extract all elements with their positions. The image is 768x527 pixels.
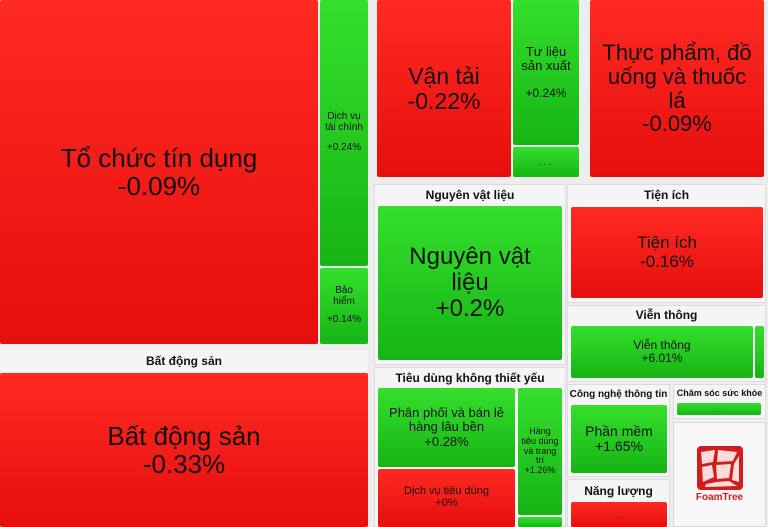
tile-value: +1.65%	[595, 438, 643, 454]
group-label-bat-dong-san: Bất động sản	[0, 350, 368, 372]
tile-name: Viễn thông	[633, 338, 691, 353]
tile-value: +0%	[435, 497, 458, 509]
group-label-nang-luong: Năng lượng	[569, 481, 668, 500]
tile-tu-lieu-san-xuat[interactable]: Tư liệu sản xuất +0.24%	[513, 0, 579, 145]
tile-hang-tieu-dung-trang-tri[interactable]: Hàng tiêu dùng và trang trí +1.26%	[518, 388, 562, 515]
tile-value: -0.09%	[642, 111, 712, 137]
foamtree-logo: FoamTree	[673, 422, 766, 527]
tile-van-tai[interactable]: Vận tải -0.22%	[377, 0, 511, 177]
tile-value: +0.24%	[326, 142, 362, 154]
group-label-cong-nghe: Công nghệ thông tin	[569, 386, 668, 403]
tile-name: Phân phối và bán lẻ hàng lâu bền	[389, 405, 504, 435]
tile-cham-soc-suc-khoe[interactable]: ...	[677, 403, 761, 415]
tile-name: Dịch vụ tiêu dùng	[404, 485, 489, 498]
tile-vien-thong[interactable]: Viễn thông +6.01%	[571, 326, 753, 378]
tile-bao-hiem[interactable]: Bảo hiểm +0.14%	[320, 268, 368, 344]
tile-value: -0.22%	[407, 87, 481, 114]
tile-dich-vu-tieu-dung[interactable]: Dịch vụ tiêu dùng +0%	[378, 469, 515, 527]
tile-phan-mem[interactable]: Phần mềm +1.65%	[571, 405, 667, 473]
tile-value: +1.26%	[524, 465, 556, 476]
tile-name: Hàng tiêu dùng và trang trí	[521, 426, 559, 466]
group-label-vien-thong: Viễn thông	[569, 307, 764, 323]
tile-name: Tiện ích	[637, 233, 697, 253]
tile-name: Bất động sản	[107, 420, 261, 451]
more-marker: ...	[712, 404, 726, 414]
tile-thuc-pham-do-uong[interactable]: Thực phẩm, đồ uống và thuốc lá -0.09%	[590, 0, 764, 177]
group-label-cham-soc-suc-khoe: Chăm sóc sức khỏe	[675, 386, 764, 400]
tile-more[interactable]: ...	[513, 147, 579, 177]
tile-value: -0.16%	[640, 251, 694, 271]
tile-value: -0.33%	[142, 449, 226, 479]
tile-tien-ich[interactable]: Tiện ích -0.16%	[571, 207, 763, 298]
tile-name: Dịch vụ tài chính	[325, 110, 363, 133]
more-marker: ...	[538, 156, 554, 168]
tile-tieu-dung-small[interactable]	[518, 517, 562, 527]
tile-name: Vận tải	[408, 62, 480, 89]
foamtree-logo-icon	[696, 446, 743, 490]
tile-name: Bảo hiểm	[333, 284, 355, 307]
tile-value: +0.28%	[424, 433, 469, 449]
tile-value: +0.14%	[326, 314, 362, 326]
tile-value: +6.01%	[641, 351, 683, 365]
tile-nang-luong[interactable]: ...	[571, 502, 667, 527]
tile-name: Thực phẩm, đồ uống và thuốc lá	[602, 40, 752, 113]
tile-nguyen-vat-lieu[interactable]: Nguyên vật liệu +0.2%	[378, 206, 562, 360]
tile-to-chuc-tin-dung[interactable]: Tổ chức tín dụng -0.09%	[0, 0, 318, 344]
tile-bat-dong-san[interactable]: Bất động sản -0.33%	[0, 373, 368, 527]
more-marker: ...	[611, 508, 627, 521]
tile-value: +0.2%	[435, 294, 505, 322]
tile-value: -0.09%	[117, 171, 201, 201]
tile-dich-vu-tai-chinh[interactable]: Dịch vụ tài chính +0.24%	[320, 0, 368, 266]
tile-value: +0.24%	[525, 86, 567, 101]
tile-name: Tổ chức tín dụng	[60, 142, 258, 173]
tile-name: Phần mềm	[585, 422, 653, 439]
group-label-nguyen-vat-lieu: Nguyên vật liệu	[376, 186, 564, 204]
tile-phan-phoi-ban-le[interactable]: Phân phối và bán lẻ hàng lâu bền +0.28%	[378, 388, 515, 467]
foamtree-logo-text: FoamTree	[695, 492, 744, 503]
tile-name: Tư liệu sản xuất	[521, 43, 571, 74]
group-label-tien-ich: Tiện ích	[569, 186, 764, 204]
tile-vien-thong-small[interactable]	[755, 326, 764, 378]
tile-name: Nguyên vật liệu	[409, 243, 531, 297]
group-label-tieu-dung: Tiêu dùng không thiết yếu	[376, 369, 564, 386]
